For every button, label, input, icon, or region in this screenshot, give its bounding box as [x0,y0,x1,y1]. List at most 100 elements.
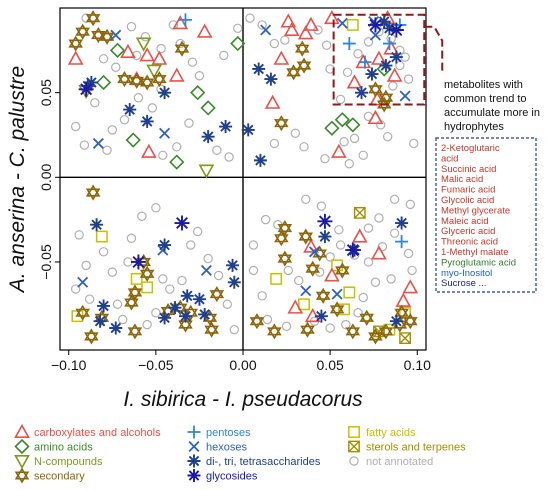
none-marker [269,138,280,149]
none-marker [358,150,368,161]
secondary-marker [294,40,310,57]
x-tick-label: −0.05 [138,357,174,373]
none-marker [403,248,414,259]
none-marker [283,265,294,276]
carboxylates-marker [369,91,386,106]
none-marker [90,98,100,108]
none-marker [248,240,259,250]
secondary-marker [249,313,265,330]
annotation-line-2: common trend to [444,93,527,105]
carboxylates-marker [386,67,403,82]
fatty-marker [141,281,154,294]
none-marker [84,294,95,304]
secondary-marker [286,64,301,81]
disacch-marker [158,238,172,252]
metabolite-name: Methyl glycerate [441,205,510,216]
none-marker [177,275,187,286]
none-marker [74,230,84,240]
none-marker [212,145,222,155]
amino-marker [376,61,392,77]
none-marker [358,292,368,303]
secondary-marker [305,260,320,277]
legend-carboxylates-marker [14,423,30,439]
fatty-marker [343,286,356,299]
hexoses-marker [369,29,381,41]
carboxylates-marker [283,21,300,37]
none-marker [363,257,374,267]
none-marker [203,253,213,264]
secondary-marker [117,71,132,88]
hexoses-marker [77,276,89,288]
disacch-marker [382,21,396,35]
secondary-marker [368,81,383,98]
secondary-marker [403,313,418,330]
carboxylates-marker [402,279,419,294]
none-marker [301,194,311,205]
secondary-marker [68,35,83,52]
none-marker [224,152,234,162]
none-marker [187,57,198,67]
secondary-marker [300,321,315,338]
x-axis-label: I. sibirica - I. pseudacorus [123,388,363,411]
annotation-line-4: hydrophytes [444,121,504,133]
carboxylates-marker [172,15,189,30]
none-marker [374,213,384,223]
none-marker [102,145,112,155]
carboxylates-marker [367,109,384,125]
hexoses-marker [200,264,212,276]
annotation-line-1: metabolites with [444,79,523,91]
x-tick-label: 0.05 [317,357,344,373]
secondary-marker [315,287,331,304]
none-marker [151,203,161,213]
none-marker [81,260,91,271]
legend-fatty-marker [348,426,360,438]
none-marker [126,21,137,32]
secondary-marker [204,321,219,338]
disacch-marker [90,218,104,232]
none-marker [262,314,273,325]
legend-ncomp-marker [14,454,30,470]
amino-marker [334,112,350,128]
disacch-marker [158,86,172,100]
carboxylates-marker [351,228,368,243]
carboxylates-marker [346,74,363,89]
none-marker [147,103,158,113]
highlight-box [332,13,426,106]
metabolite-name: Sucrose ... [441,278,486,289]
disacch-marker [226,258,240,272]
y-tick-label: 0.00 [38,163,54,190]
legend-secondary-marker [14,467,30,484]
legend-none-label: not annotated [366,456,433,468]
secondary-marker [84,328,99,345]
carboxylates-marker [67,50,84,65]
secondary-marker [277,250,293,267]
none-marker [342,67,353,78]
secondary-marker [85,184,101,201]
secondary-marker [274,115,289,132]
disacch-marker [377,15,391,29]
metabolite-name: 1-Methyl malate [441,247,509,258]
amino-marker [125,132,141,148]
carboxylates-marker [151,50,168,65]
none-marker [107,125,118,135]
legend-ncomp-label: N-compounds [34,456,103,468]
metabolite-name: Glyceric acid [441,226,495,237]
none-marker [245,13,255,23]
none-marker [175,38,185,49]
legend-amino-label: amino acids [34,442,93,454]
none-marker [409,138,419,149]
annotation-line-3: accumulate more in [444,107,540,119]
carboxylates-marker [264,94,281,109]
none-marker [107,267,118,277]
hexoses-marker [399,90,411,102]
carboxylates-marker [324,10,340,25]
disacch-marker [355,86,369,100]
y-tick-label: 0.05 [38,79,54,106]
secondary-marker [209,286,225,303]
none-marker [341,319,351,330]
none-marker [151,308,161,318]
sterols-marker [399,332,411,345]
y-axis-label: A. anserina - C. palustre [6,66,29,294]
disacch-marker [192,292,206,306]
